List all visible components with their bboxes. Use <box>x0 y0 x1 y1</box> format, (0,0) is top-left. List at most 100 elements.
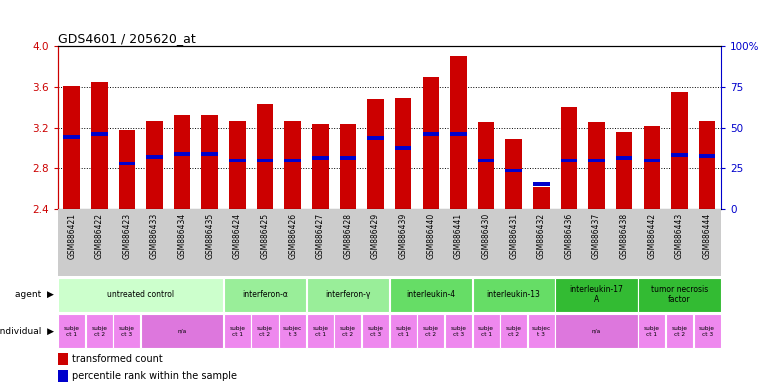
Bar <box>335 314 362 348</box>
Bar <box>450 132 466 136</box>
Bar <box>229 121 246 209</box>
Bar <box>395 98 412 209</box>
Text: subje
ct 1: subje ct 1 <box>478 326 494 337</box>
Bar <box>561 107 577 209</box>
Bar <box>279 314 306 348</box>
Text: GSM886442: GSM886442 <box>648 213 656 259</box>
Bar <box>58 314 85 348</box>
Bar <box>445 314 472 348</box>
Bar <box>146 121 163 209</box>
Bar <box>307 314 334 348</box>
Bar <box>638 278 721 311</box>
Bar <box>561 159 577 162</box>
Bar <box>119 130 135 209</box>
Bar <box>644 126 660 209</box>
Bar <box>417 314 444 348</box>
Bar <box>86 314 113 348</box>
Bar <box>91 132 107 136</box>
Text: subjec
t 3: subjec t 3 <box>532 326 551 337</box>
Bar <box>389 278 472 311</box>
Bar <box>119 162 135 165</box>
Text: interleukin-17
A: interleukin-17 A <box>570 285 624 305</box>
Bar <box>367 136 384 140</box>
Text: subje
ct 1: subje ct 1 <box>64 326 79 337</box>
Bar <box>339 124 356 209</box>
Bar <box>63 86 80 209</box>
Bar <box>423 132 439 136</box>
Text: subje
ct 2: subje ct 2 <box>672 326 688 337</box>
Bar <box>91 82 107 209</box>
Text: untreated control: untreated control <box>107 290 174 299</box>
Text: subje
ct 1: subje ct 1 <box>644 326 660 337</box>
Text: subje
ct 2: subje ct 2 <box>340 326 356 337</box>
Text: subjec
t 3: subjec t 3 <box>283 326 302 337</box>
Bar <box>362 314 389 348</box>
Bar <box>694 314 721 348</box>
Bar <box>500 314 527 348</box>
Bar <box>395 146 412 150</box>
Bar <box>173 116 190 209</box>
Bar <box>58 353 68 365</box>
Text: agent  ▶: agent ▶ <box>15 290 54 299</box>
Text: GSM886435: GSM886435 <box>205 213 214 259</box>
Bar <box>505 169 522 172</box>
Text: GSM886431: GSM886431 <box>509 213 518 259</box>
Bar <box>284 159 301 162</box>
Bar <box>616 132 632 209</box>
Text: GSM886441: GSM886441 <box>454 213 463 259</box>
Text: percentile rank within the sample: percentile rank within the sample <box>72 371 237 381</box>
Bar <box>257 159 273 162</box>
Text: GSM886426: GSM886426 <box>288 213 297 259</box>
Text: individual  ▶: individual ▶ <box>0 327 54 336</box>
Bar <box>339 157 356 160</box>
Bar <box>478 159 494 162</box>
Bar <box>201 116 218 209</box>
Text: interferon-γ: interferon-γ <box>325 290 371 299</box>
Bar <box>307 278 389 311</box>
Bar <box>478 122 494 209</box>
Bar <box>699 121 715 209</box>
Bar <box>173 152 190 156</box>
Text: GSM886436: GSM886436 <box>564 213 574 259</box>
Text: n/a: n/a <box>177 329 187 334</box>
Bar <box>312 157 328 160</box>
Bar <box>224 278 306 311</box>
Text: GSM886428: GSM886428 <box>343 213 352 259</box>
Bar <box>555 314 638 348</box>
Text: GSM886424: GSM886424 <box>233 213 242 259</box>
Text: subje
ct 1: subje ct 1 <box>312 326 328 337</box>
Bar <box>505 139 522 209</box>
Text: GSM886429: GSM886429 <box>371 213 380 259</box>
Text: GSM886440: GSM886440 <box>426 213 436 259</box>
Bar <box>588 122 604 209</box>
Text: transformed count: transformed count <box>72 354 163 364</box>
Bar <box>588 159 604 162</box>
Text: GSM886434: GSM886434 <box>177 213 187 259</box>
Text: GSM886432: GSM886432 <box>537 213 546 259</box>
Text: subje
ct 2: subje ct 2 <box>506 326 522 337</box>
Bar <box>257 104 273 209</box>
Bar <box>616 157 632 160</box>
Bar <box>201 152 218 156</box>
Text: GSM886433: GSM886433 <box>150 213 159 259</box>
Bar <box>671 92 688 209</box>
Text: GSM886425: GSM886425 <box>261 213 270 259</box>
Bar <box>224 314 251 348</box>
Text: subje
ct 3: subje ct 3 <box>699 326 715 337</box>
Bar <box>58 278 224 311</box>
Text: GSM886439: GSM886439 <box>399 213 408 259</box>
Bar <box>666 314 693 348</box>
Bar <box>58 370 68 382</box>
Bar <box>312 124 328 209</box>
Bar <box>473 314 500 348</box>
Bar <box>284 121 301 209</box>
Bar <box>63 135 80 139</box>
Text: subje
ct 3: subje ct 3 <box>368 326 383 337</box>
Text: subje
ct 3: subje ct 3 <box>119 326 135 337</box>
Text: subje
ct 2: subje ct 2 <box>257 326 273 337</box>
Bar <box>146 156 163 159</box>
Text: GSM886421: GSM886421 <box>67 213 76 259</box>
Text: GSM886427: GSM886427 <box>316 213 325 259</box>
Bar <box>251 314 278 348</box>
Bar <box>389 314 416 348</box>
